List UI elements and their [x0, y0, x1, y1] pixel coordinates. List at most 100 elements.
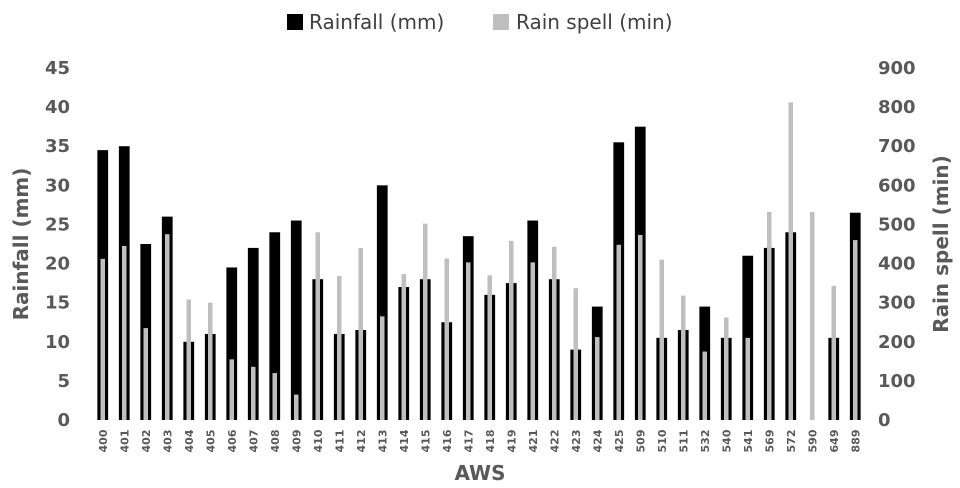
rain-spell-bar [659, 259, 665, 420]
rainfall-bar [376, 185, 388, 420]
rain-spell-bar [250, 366, 256, 420]
rain-spell-bar [444, 258, 450, 420]
x-tick-label: 414 [398, 429, 411, 452]
x-tick-label: 408 [269, 430, 282, 453]
x-tick-label: 422 [548, 430, 561, 453]
rain-spell-bar [293, 394, 299, 420]
legend-label-rainfall: Rainfall (mm) [309, 10, 444, 34]
x-tick-label: 421 [527, 430, 540, 453]
rain-spell-bar [401, 274, 407, 420]
y-tick-label: 45 [45, 58, 70, 79]
x-tick-label: 402 [140, 430, 153, 453]
x-tick-label: 416 [441, 429, 454, 452]
left-axis-ticks: 0 5 10 15 20 25 30 35 40 45 [45, 58, 70, 431]
x-tick-label: 413 [376, 430, 389, 453]
y-tick-label: 5 [57, 371, 70, 392]
rainfall-bar [226, 267, 238, 420]
rain-spell-bar [831, 285, 837, 420]
y2-tick-label: 400 [878, 254, 916, 275]
rain-spell-bar [143, 328, 149, 420]
rain-spell-bar [379, 316, 385, 420]
rain-spell-bar [766, 211, 772, 420]
y-tick-label: 20 [45, 254, 70, 275]
y-tick-label: 30 [45, 175, 70, 196]
x-tick-label: 405 [204, 430, 217, 453]
y2-tick-label: 0 [878, 410, 891, 431]
x-tick-label: 649 [828, 430, 841, 453]
rain-spell-bar [186, 299, 192, 420]
y2-tick-label: 200 [878, 332, 916, 353]
x-tick-label: 511 [677, 430, 690, 453]
y2-tick-label: 600 [878, 175, 916, 196]
legend-swatch-rainfall [287, 14, 303, 30]
x-axis-ticks: 400 401 402 403 404 405 406 407 408 409 410 411 412 4… [97, 429, 863, 452]
rain-spell-bar [121, 245, 127, 420]
y2-axis-title: Rain spell (min) [929, 155, 953, 333]
rain-spell-bar [508, 240, 514, 420]
x-tick-label: 532 [699, 430, 712, 453]
x-tick-label: 415 [419, 430, 432, 453]
x-tick-label: 572 [785, 430, 798, 453]
y2-tick-label: 300 [878, 293, 916, 314]
rain-spell-bar [422, 223, 428, 420]
rain-spell-bar [358, 247, 364, 420]
x-tick-label: 401 [118, 430, 131, 453]
x-tick-label: 406 [226, 429, 239, 452]
rain-spell-bar [530, 262, 536, 420]
x-tick-label: 411 [333, 430, 346, 453]
rain-spell-bar [594, 337, 600, 420]
x-tick-label: 410 [312, 429, 325, 452]
legend-label-rain-spell: Rain spell (min) [516, 10, 673, 34]
rain-spell-bar [809, 211, 815, 420]
rain-spell-bar [745, 337, 751, 420]
y-tick-label: 15 [45, 293, 70, 314]
x-tick-label: 423 [570, 430, 583, 453]
x-tick-label: 590 [806, 429, 819, 452]
bars [97, 102, 861, 421]
y2-tick-label: 800 [878, 97, 916, 118]
x-tick-label: 403 [161, 430, 174, 453]
legend-swatch-rain-spell [493, 14, 509, 30]
rain-spell-bar [100, 258, 106, 420]
x-tick-label: 417 [462, 430, 475, 453]
x-tick-label: 889 [849, 430, 862, 453]
rain-spell-bar [487, 275, 493, 420]
x-tick-label: 400 [97, 429, 110, 452]
rain-spell-bar [465, 262, 471, 420]
y2-tick-label: 900 [878, 58, 916, 79]
x-tick-label: 412 [355, 430, 368, 453]
rainfall-bar [290, 220, 302, 420]
x-tick-label: 419 [505, 430, 518, 453]
rainfall-bar [247, 247, 259, 420]
x-tick-label: 407 [247, 430, 260, 453]
rain-spell-bar [788, 102, 794, 420]
rain-spell-bar [616, 244, 622, 420]
x-tick-label: 569 [763, 430, 776, 453]
rain-spell-bar [207, 302, 213, 420]
y-tick-label: 0 [57, 410, 70, 431]
legend: Rainfall (mm) Rain spell (min) [287, 10, 673, 34]
x-tick-label: 404 [183, 429, 196, 452]
y2-tick-label: 100 [878, 371, 916, 392]
rain-spell-bar [637, 235, 643, 420]
x-tick-label: 409 [290, 430, 303, 453]
rain-spell-bar [680, 295, 686, 420]
y-tick-label: 25 [45, 214, 70, 235]
y2-tick-label: 500 [878, 214, 916, 235]
rain-spell-bar [229, 359, 235, 420]
x-tick-label: 510 [656, 429, 669, 452]
y-axis-title: Rainfall (mm) [9, 168, 33, 321]
x-tick-label: 418 [484, 430, 497, 453]
y-tick-label: 40 [45, 97, 70, 118]
x-tick-label: 509 [634, 430, 647, 453]
y2-tick-label: 700 [878, 136, 916, 157]
right-axis-ticks: 0 100 200 300 400 500 600 700 800 900 [878, 58, 916, 431]
y-tick-label: 10 [45, 332, 70, 353]
x-tick-label: 540 [720, 429, 733, 452]
rain-spell-bar [702, 351, 708, 420]
rain-spell-bar [336, 276, 342, 420]
rain-spell-bar [723, 317, 729, 420]
x-tick-label: 425 [613, 430, 626, 453]
